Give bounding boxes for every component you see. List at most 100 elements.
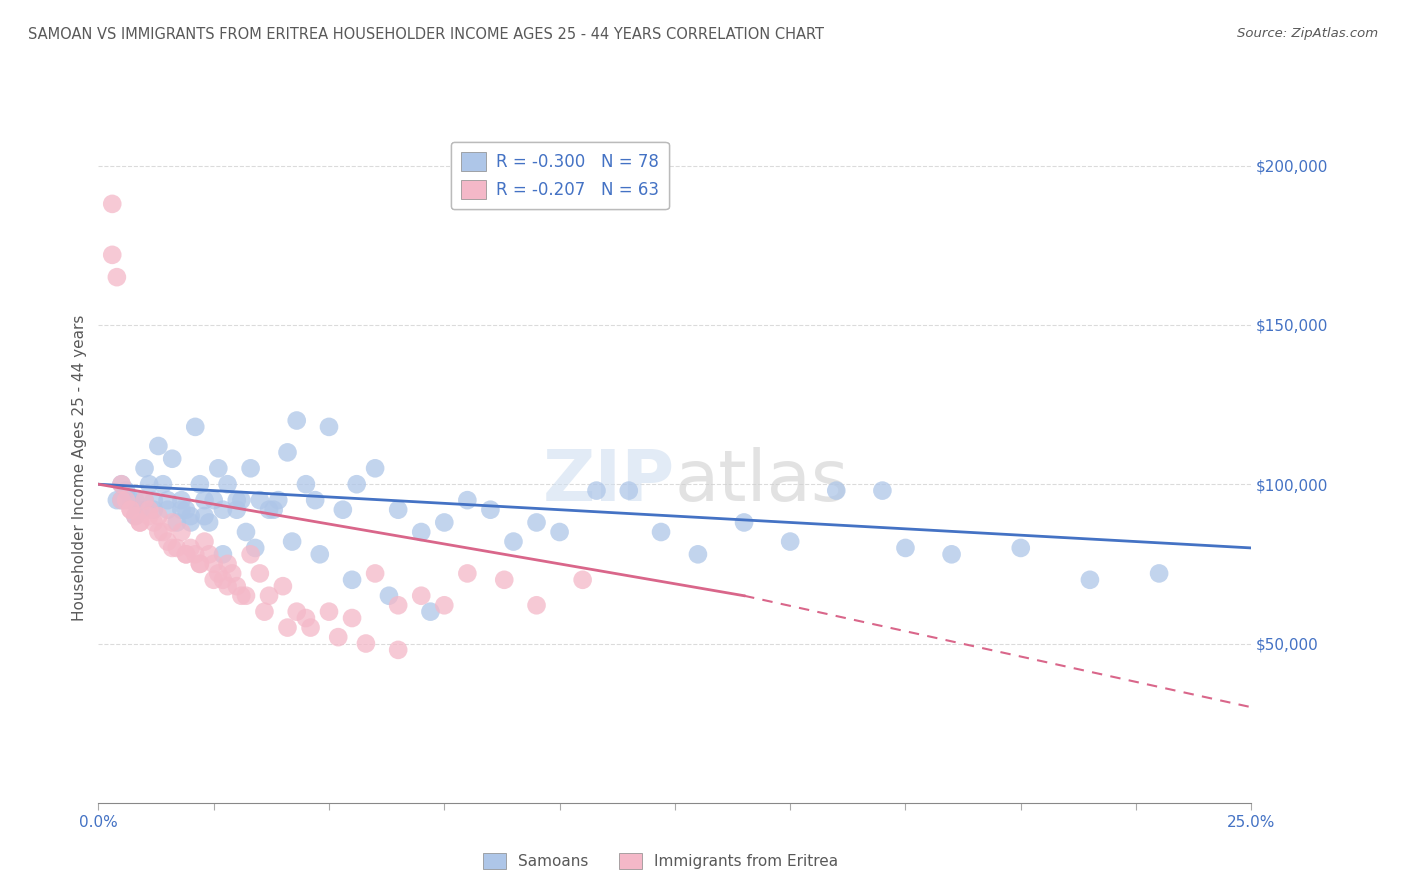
Point	[188, 477, 211, 491]
Point	[129, 516, 152, 530]
Point	[354, 636, 377, 650]
Point	[249, 493, 271, 508]
Point	[825, 483, 848, 498]
Point	[364, 566, 387, 581]
Point	[263, 502, 285, 516]
Point	[328, 630, 350, 644]
Point	[170, 524, 193, 539]
Point	[872, 483, 894, 498]
Point	[217, 477, 239, 491]
Point	[225, 579, 247, 593]
Point	[318, 420, 340, 434]
Point	[110, 477, 132, 491]
Point	[160, 451, 183, 466]
Point	[166, 516, 188, 530]
Point	[129, 516, 152, 530]
Point	[124, 493, 146, 508]
Point	[110, 493, 132, 508]
Point	[148, 524, 170, 539]
Point	[1010, 541, 1032, 555]
Point	[253, 605, 276, 619]
Point	[733, 516, 755, 530]
Point	[346, 477, 368, 491]
Point	[188, 557, 211, 571]
Point	[225, 502, 247, 516]
Point	[281, 534, 304, 549]
Text: ZIP: ZIP	[543, 447, 675, 516]
Point	[180, 509, 202, 524]
Point	[378, 589, 401, 603]
Point	[285, 605, 308, 619]
Point	[548, 524, 571, 539]
Point	[148, 509, 170, 524]
Point	[138, 502, 160, 516]
Point	[1078, 573, 1101, 587]
Point	[212, 547, 235, 561]
Point	[245, 541, 267, 555]
Point	[231, 493, 253, 508]
Text: Source: ZipAtlas.com: Source: ZipAtlas.com	[1237, 27, 1378, 40]
Point	[387, 599, 409, 613]
Point	[129, 502, 152, 516]
Point	[160, 541, 183, 555]
Point	[285, 413, 308, 427]
Point	[585, 483, 607, 498]
Point	[115, 493, 138, 508]
Point	[180, 541, 202, 555]
Point	[433, 516, 456, 530]
Point	[411, 524, 433, 539]
Point	[156, 502, 179, 516]
Point	[526, 516, 548, 530]
Point	[184, 547, 207, 561]
Point	[299, 621, 322, 635]
Point	[166, 541, 188, 555]
Text: SAMOAN VS IMMIGRANTS FROM ERITREA HOUSEHOLDER INCOME AGES 25 - 44 YEARS CORRELAT: SAMOAN VS IMMIGRANTS FROM ERITREA HOUSEH…	[28, 27, 824, 42]
Point	[170, 493, 193, 508]
Point	[198, 547, 221, 561]
Point	[110, 493, 132, 508]
Point	[198, 516, 221, 530]
Point	[225, 493, 247, 508]
Point	[120, 502, 142, 516]
Point	[249, 566, 271, 581]
Point	[152, 477, 174, 491]
Point	[156, 534, 179, 549]
Point	[571, 573, 593, 587]
Point	[494, 573, 516, 587]
Point	[295, 477, 318, 491]
Point	[779, 534, 801, 549]
Point	[1147, 566, 1170, 581]
Point	[152, 524, 174, 539]
Point	[156, 493, 179, 508]
Point	[526, 599, 548, 613]
Point	[257, 589, 280, 603]
Point	[101, 248, 124, 262]
Point	[617, 483, 640, 498]
Point	[202, 557, 225, 571]
Point	[894, 541, 917, 555]
Point	[308, 547, 330, 561]
Point	[212, 502, 235, 516]
Point	[138, 477, 160, 491]
Point	[941, 547, 963, 561]
Point	[105, 270, 128, 285]
Point	[134, 493, 156, 508]
Point	[276, 445, 298, 459]
Point	[411, 589, 433, 603]
Point	[142, 493, 165, 508]
Point	[142, 502, 165, 516]
Point	[340, 573, 363, 587]
Point	[115, 483, 138, 498]
Point	[138, 509, 160, 524]
Point	[221, 566, 243, 581]
Point	[235, 524, 257, 539]
Point	[202, 493, 225, 508]
Point	[105, 493, 128, 508]
Point	[120, 493, 142, 508]
Point	[207, 566, 229, 581]
Point	[207, 461, 229, 475]
Point	[304, 493, 326, 508]
Point	[235, 589, 257, 603]
Point	[134, 493, 156, 508]
Point	[193, 534, 215, 549]
